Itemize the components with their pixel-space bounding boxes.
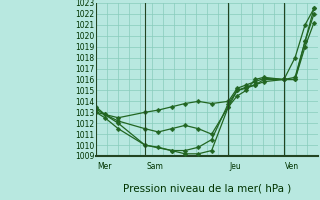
Text: Mer: Mer — [97, 162, 112, 171]
Text: Pression niveau de la mer( hPa ): Pression niveau de la mer( hPa ) — [123, 184, 291, 194]
Text: Sam: Sam — [146, 162, 163, 171]
Text: Ven: Ven — [285, 162, 299, 171]
Text: Jeu: Jeu — [229, 162, 241, 171]
